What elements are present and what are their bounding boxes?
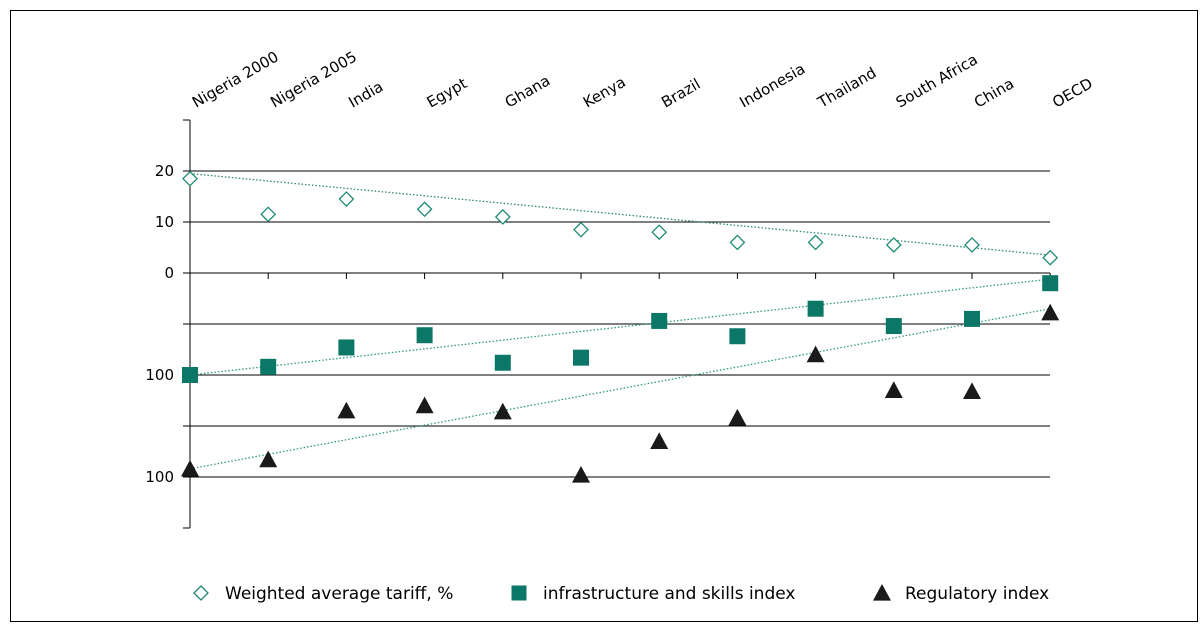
marker-weighted-average-tariff-china: [964, 237, 980, 253]
data-markers: [181, 170, 1060, 483]
y-tick-label: 10: [155, 213, 174, 231]
marker-weighted-average-tariff-indonesia: [729, 234, 746, 251]
marker-regulatory-index-brazil: [650, 432, 669, 449]
trendline-infrastructure-and-skills-index: [189, 278, 1051, 376]
y-tick-label: 100: [145, 468, 174, 486]
category-label-oecd: OECD: [1049, 74, 1096, 111]
y-tick-label: 100: [145, 366, 174, 384]
marker-infrastructure-and-skills-index-india: [338, 339, 355, 356]
marker-regulatory-index-egypt: [415, 396, 434, 414]
y-tick-label: 20: [155, 162, 174, 180]
marker-regulatory-index-oecd: [1041, 303, 1060, 321]
category-label-india: India: [345, 77, 386, 111]
marker-regulatory-index-nigeria-2000: [181, 459, 199, 477]
legend-item-weighted-average-tariff: Weighted average tariff, %: [193, 584, 453, 604]
legend-marker-triangle: [873, 584, 891, 601]
y-tick-label: 0: [164, 264, 174, 282]
marker-infrastructure-and-skills-index-oecd: [1042, 275, 1059, 292]
category-label-ghana: Ghana: [502, 71, 553, 111]
marker-infrastructure-and-skills-index-ghana: [494, 354, 511, 371]
trendline-regulatory-index: [189, 308, 1051, 470]
legend-label: Regulatory index: [905, 584, 1049, 604]
category-label-brazil: Brazil: [658, 75, 703, 112]
legend-label: infrastructure and skills index: [543, 584, 795, 604]
trendlines: [189, 172, 1051, 470]
marker-regulatory-index-china: [963, 382, 981, 399]
category-label-egypt: Egypt: [424, 74, 471, 111]
marker-weighted-average-tariff-south-africa: [885, 237, 902, 253]
category-label-kenya: Kenya: [580, 73, 629, 112]
marker-regulatory-index-kenya: [572, 465, 590, 483]
category-label-south-africa: South Africa: [893, 50, 981, 111]
marker-infrastructure-and-skills-index-thailand: [807, 300, 824, 317]
marker-weighted-average-tariff-ghana: [494, 208, 511, 225]
legend-item-regulatory-index: Regulatory index: [873, 584, 1049, 604]
marker-regulatory-index-indonesia: [728, 408, 747, 426]
marker-infrastructure-and-skills-index-egypt: [416, 327, 433, 344]
marker-weighted-average-tariff-kenya: [573, 221, 589, 238]
marker-regulatory-index-india: [337, 401, 356, 419]
legend-label: Weighted average tariff, %: [225, 584, 453, 604]
marker-weighted-average-tariff-nigeria-2005: [260, 206, 277, 223]
marker-weighted-average-tariff-india: [338, 191, 355, 207]
category-label-nigeria-2005: Nigeria 2005: [267, 48, 360, 112]
chart-frame: [10, 10, 1198, 622]
trendline-weighted-average-tariff: [189, 172, 1051, 256]
marker-infrastructure-and-skills-index-indonesia: [729, 328, 746, 345]
marker-regulatory-index-ghana: [493, 402, 512, 420]
legend-marker-square: [511, 585, 527, 601]
marker-infrastructure-and-skills-index-nigeria-2000: [182, 367, 198, 383]
category-label-nigeria-2000: Nigeria 2000: [189, 48, 282, 112]
marker-regulatory-index-south-africa: [884, 381, 903, 398]
marker-regulatory-index-thailand: [806, 345, 825, 363]
category-label-thailand: Thailand: [814, 64, 880, 112]
marker-infrastructure-and-skills-index-china: [964, 310, 980, 327]
legend-item-infrastructure-and-skills-index: infrastructure and skills index: [511, 584, 795, 604]
category-label-china: China: [971, 74, 1017, 111]
marker-weighted-average-tariff-thailand: [807, 234, 824, 251]
legend-marker-diamond: [193, 585, 209, 601]
marker-infrastructure-and-skills-index-kenya: [573, 349, 589, 366]
marker-infrastructure-and-skills-index-brazil: [651, 312, 668, 329]
marker-infrastructure-and-skills-index-nigeria-2005: [260, 358, 277, 375]
marker-weighted-average-tariff-egypt: [416, 201, 433, 218]
gridlines: [190, 170, 1050, 478]
marker-regulatory-index-nigeria-2005: [259, 450, 278, 468]
legend: Weighted average tariff, % infrastructure…: [193, 584, 1049, 604]
category-label-indonesia: Indonesia: [736, 60, 808, 112]
marker-weighted-average-tariff-nigeria-2000: [182, 170, 198, 187]
marker-weighted-average-tariff-oecd: [1042, 249, 1059, 266]
marker-weighted-average-tariff-brazil: [651, 224, 668, 241]
marker-infrastructure-and-skills-index-south-africa: [885, 318, 902, 335]
